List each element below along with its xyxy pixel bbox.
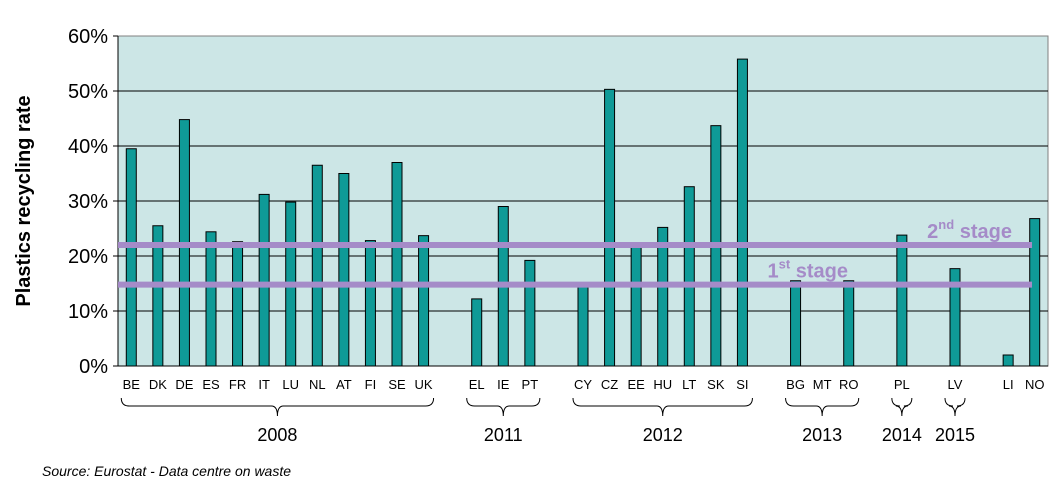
x-tick-label: SK	[707, 377, 725, 392]
bar-el	[471, 298, 483, 367]
x-tick-label: UK	[415, 377, 433, 392]
bar-no	[1029, 218, 1041, 367]
bar-be	[125, 148, 137, 367]
group-brace	[120, 397, 435, 417]
bar-se	[391, 162, 403, 367]
bar-fr	[232, 241, 244, 367]
bar-nl	[311, 164, 323, 367]
y-tick-label: 40%	[68, 136, 108, 158]
group-brace	[944, 397, 966, 417]
x-tick-label: NL	[309, 377, 326, 392]
bar-bg	[790, 280, 802, 367]
source-note: Source: Eurostat - Data centre on waste	[42, 463, 292, 479]
bar-lv	[949, 268, 961, 367]
x-tick-label: LV	[948, 377, 963, 392]
y-axis-title: Plastics recycling rate	[13, 95, 35, 306]
bar-si	[736, 58, 748, 367]
group-label: 2012	[643, 425, 683, 445]
reference-line-label: 1st stage	[768, 257, 849, 283]
bar-hu	[657, 226, 669, 367]
x-tick-label: LI	[1003, 377, 1014, 392]
bar-it	[258, 193, 270, 367]
x-tick-label: EE	[627, 377, 645, 392]
x-tick-label: DE	[175, 377, 193, 392]
x-tick-label: HU	[653, 377, 672, 392]
bar-ee	[630, 244, 642, 367]
x-tick-label: PT	[522, 377, 539, 392]
x-tick-label: LU	[282, 377, 299, 392]
reference-line-label: 2nd stage	[927, 217, 1012, 243]
y-tick-label: 50%	[68, 81, 108, 103]
y-tick-label: 10%	[68, 301, 108, 323]
bar-fi	[364, 240, 376, 367]
group-brace	[466, 397, 541, 417]
bar-uk	[418, 235, 430, 367]
x-tick-label: BE	[123, 377, 141, 392]
bar-es	[205, 231, 217, 367]
bar-dk	[152, 225, 164, 367]
x-tick-label: LT	[682, 377, 696, 392]
x-tick-label: CZ	[601, 377, 618, 392]
group-brace	[572, 397, 753, 417]
x-tick-label: ES	[202, 377, 220, 392]
x-tick-label: MT	[813, 377, 832, 392]
x-tick-label: PL	[894, 377, 910, 392]
bar-cy	[577, 285, 589, 367]
group-brace	[891, 397, 913, 417]
x-tick-label: IT	[258, 377, 270, 392]
x-tick-label: FR	[229, 377, 246, 392]
bar-ro	[843, 280, 855, 367]
x-tick-label: IE	[497, 377, 510, 392]
y-tick-label: 0%	[79, 356, 108, 378]
x-tick-label: BG	[786, 377, 805, 392]
group-brace	[785, 397, 860, 417]
bar-pl	[896, 234, 908, 367]
x-tick-label: DK	[149, 377, 167, 392]
x-tick-label: SI	[736, 377, 748, 392]
group-label: 2011	[484, 425, 523, 445]
bar-cz	[604, 88, 616, 367]
x-tick-label: SE	[388, 377, 406, 392]
group-label: 2014	[882, 425, 922, 445]
bar-at	[338, 173, 350, 367]
x-tick-label: AT	[336, 377, 352, 392]
y-tick-label: 20%	[68, 246, 108, 268]
group-label: 2013	[802, 425, 842, 445]
bar-pt	[524, 259, 536, 367]
bar-lt	[683, 186, 695, 367]
x-tick-label: CY	[574, 377, 592, 392]
x-tick-label: NO	[1025, 377, 1045, 392]
y-tick-label: 60%	[68, 26, 108, 48]
group-label: 2008	[257, 425, 297, 445]
bar-li	[1002, 354, 1014, 367]
group-label: 2015	[935, 425, 975, 445]
x-tick-label: EL	[469, 377, 485, 392]
x-tick-label: FI	[365, 377, 377, 392]
y-tick-label: 30%	[68, 191, 108, 213]
x-tick-label: RO	[839, 377, 859, 392]
